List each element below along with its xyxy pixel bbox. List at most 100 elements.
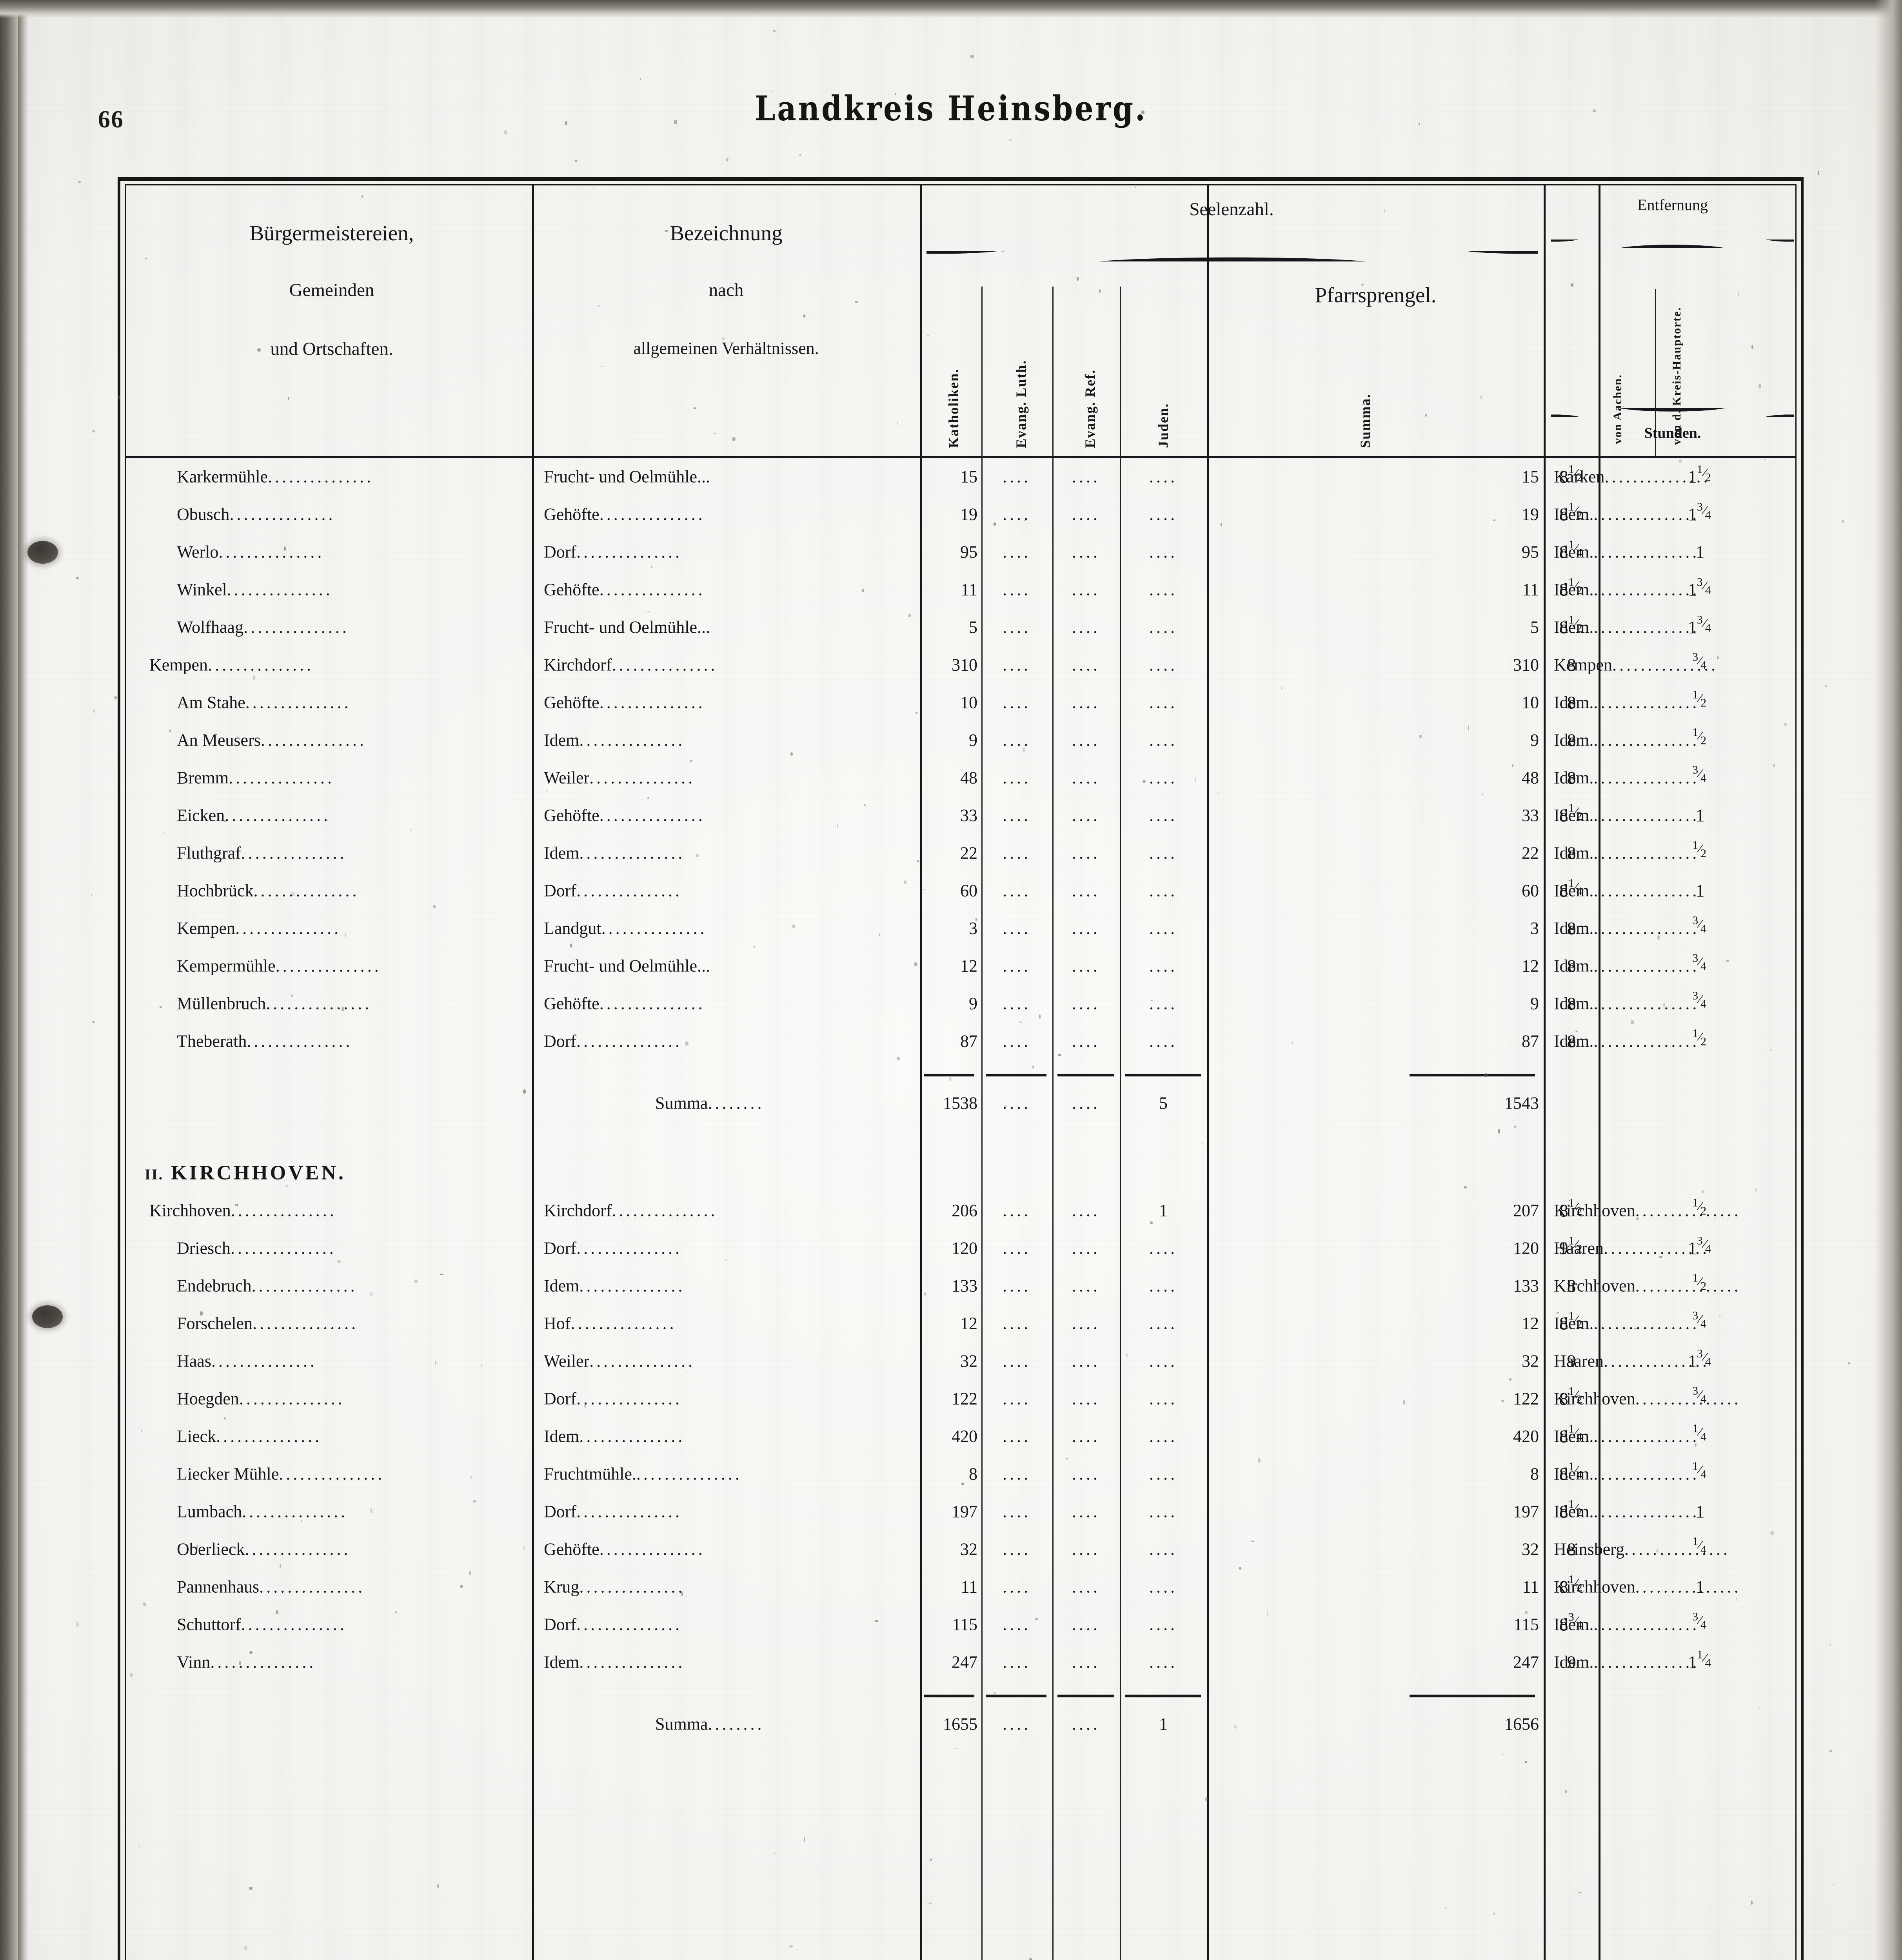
header-entfernung: Entfernung [1637,196,1708,214]
scan-speck [726,158,729,162]
summa-evang-luth: .... [1003,1093,1031,1112]
kind-cell: Idem............... [544,843,685,863]
page-right-edge-shadow [1875,0,1902,1960]
scan-speck [1717,655,1719,660]
table-row[interactable]: Hochbrück............... Dorf............… [126,872,1795,910]
katholiken-cell: 9 [969,994,977,1013]
scan-speck [1755,1189,1757,1192]
summa-cell: 420 [1513,1426,1539,1446]
scan-speck [345,933,347,938]
table-row[interactable]: Obusch............... Gehöfte............… [126,496,1795,534]
distance-kreis-cell: 1/4 [1692,1535,1707,1556]
table-row[interactable]: Winkel............... Gehöfte............… [126,571,1795,609]
distance-kreis-cell: 1 [1695,805,1705,826]
table-row[interactable]: Karkermühle............... Frucht- und Oe… [126,458,1795,496]
pfarrsprengel-cell: Kirchhoven............... [1554,1276,1741,1296]
scan-speck [280,1564,282,1568]
table-row[interactable]: Kempermühle............... Frucht- und Oe… [126,947,1795,985]
distance-aachen-cell: 81/2 [1559,575,1582,600]
table-row[interactable]: Forschelen............... Hof............… [126,1305,1795,1343]
scan-speck [1702,1190,1704,1193]
scan-speck [1818,171,1819,175]
table-row[interactable]: Lieck............... Idem............... 4… [126,1418,1795,1455]
scan-speck [1493,519,1495,521]
scan-speck [927,335,929,337]
place-cell: Eicken............... [177,806,331,825]
scan-speck [904,880,906,885]
summa-cell: 60 [1522,881,1539,900]
summa-cell: 122 [1513,1389,1539,1408]
kind-cell: Dorf............... [544,1615,683,1634]
table-row[interactable]: Pannenhaus............... Krug...........… [126,1568,1795,1606]
scan-speck [1498,1129,1501,1134]
scan-speck [1419,123,1420,125]
scan-speck [1758,384,1761,388]
evang-luth-cell: .... [1003,1652,1031,1672]
summa-label: Summa........ [655,1714,765,1733]
juden-cell: .... [1149,1652,1177,1672]
scan-speck [342,1007,344,1011]
table-row[interactable]: Lumbach............... Dorf..............… [126,1493,1795,1531]
table-row[interactable]: Vinn............... Idem............... 24… [126,1644,1795,1681]
table-row[interactable]: Eicken............... Gehöfte............… [126,797,1795,835]
katholiken-cell: 115 [952,1615,977,1634]
column-rule [1544,185,1546,1960]
summa-cell: 87 [1522,1031,1539,1051]
scan-speck [224,1417,226,1420]
table-row[interactable]: Am Stahe............... Gehöfte..........… [126,684,1795,722]
table-row[interactable]: Werlo............... Dorf............... 9… [126,534,1795,571]
table-row[interactable]: Schuttorf............... Dorf............… [126,1606,1795,1644]
scan-speck [523,1089,526,1094]
header-katholiken: Katholiken. [946,368,961,448]
table-row[interactable]: An Meusers............... Idem...........… [126,722,1795,759]
table-row[interactable]: Kempen............... Landgut............… [126,910,1795,947]
table-row[interactable]: Kirchhoven............... Kirchdorf......… [126,1192,1795,1230]
evang-luth-cell: .... [1003,655,1031,675]
scan-speck [975,918,977,922]
scan-speck [433,905,436,908]
table-row[interactable]: Liecker Mühle............... Fruchtmühle.… [126,1455,1795,1493]
table-row[interactable]: Theberath............... Dorf............… [126,1023,1795,1060]
table-row[interactable]: Hoegden............... Dorf..............… [126,1380,1795,1418]
scan-speck [1425,413,1427,417]
place-cell: Fluthgraf............... [177,843,347,863]
scan-speck [1234,1725,1237,1729]
table-header: Bürgermeistereien, Gemeinden und Ortscha… [126,185,1795,456]
table-row[interactable]: Endebruch............... Idem............… [126,1267,1795,1305]
kind-cell: Dorf............... [544,542,683,562]
scan-speck [235,1203,238,1207]
evang-ref-cell: .... [1072,1615,1100,1634]
scan-speck [792,924,795,928]
scan-speck [1751,1900,1753,1905]
summa-cell: 15 [1522,467,1539,486]
summa-katholiken: 1655 [943,1714,977,1733]
table-row[interactable]: Wolfhaag............... Frucht- und Oelmü… [126,609,1795,646]
table-row[interactable]: Haas............... Weiler...............… [126,1343,1795,1380]
scan-speck [1221,523,1223,526]
table-row[interactable]: Fluthgraf............... Idem............… [126,835,1795,872]
table-row[interactable]: Müllenbruch............... Gehöfte.......… [126,985,1795,1023]
scan-speck [410,828,412,832]
scan-speck [665,229,668,232]
scan-speck [291,892,295,896]
table-row[interactable]: Oberlieck............... Gehöfte.........… [126,1531,1795,1568]
scan-speck [696,854,699,857]
scan-speck [469,1571,472,1575]
distance-kreis-cell: 1/2 [1692,838,1707,860]
table-row[interactable]: Kempen............... Kirchdorf..........… [126,646,1795,684]
evang-luth-cell: .... [1003,505,1031,524]
scan-speck [1512,764,1513,767]
evang-ref-cell: .... [1072,806,1100,825]
pfarrsprengel-cell: Idem................ [1554,580,1700,599]
table-row[interactable]: Bremm............... Weiler..............… [126,759,1795,797]
column-rule [920,185,922,1960]
juden-cell: .... [1149,1351,1177,1371]
summa-cell: 22 [1522,843,1539,863]
scan-speck [1659,1256,1662,1258]
table-row[interactable]: Driesch............... Dorf..............… [126,1230,1795,1267]
scan-speck [1217,792,1219,795]
scan-speck [1202,1143,1203,1144]
juden-cell: .... [1149,1031,1177,1051]
